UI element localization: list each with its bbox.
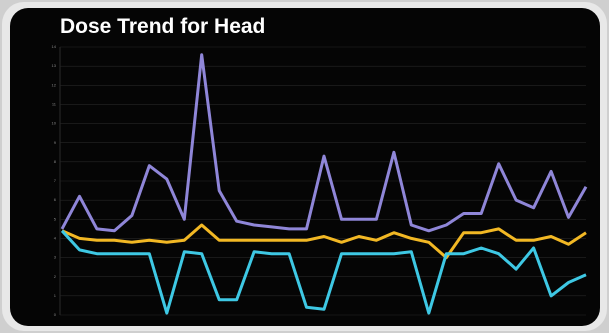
y-tick-label: 4 bbox=[54, 235, 57, 240]
y-tick-label: 3 bbox=[54, 255, 57, 260]
y-tick-label: 5 bbox=[54, 216, 57, 221]
series-line bbox=[60, 229, 587, 315]
series-line bbox=[61, 223, 587, 260]
y-tick-label: 13 bbox=[52, 63, 57, 68]
y-tick-label: 8 bbox=[54, 159, 57, 164]
panel bbox=[10, 8, 600, 326]
y-tick-label: 0 bbox=[54, 312, 57, 317]
plot bbox=[60, 53, 588, 315]
y-tick-label: 7 bbox=[54, 178, 57, 183]
y-tick-label: 10 bbox=[52, 121, 57, 126]
y-tick-label: 1 bbox=[54, 293, 57, 298]
y-tick-label: 9 bbox=[54, 140, 57, 145]
y-tick-label: 11 bbox=[52, 101, 57, 106]
y-tick-label: 6 bbox=[54, 197, 57, 202]
y-tick-label: 2 bbox=[54, 274, 57, 279]
chart-title: Dose Trend for Head bbox=[60, 15, 265, 38]
series-line bbox=[60, 53, 588, 233]
y-tick-label: 14 bbox=[52, 44, 57, 49]
y-tick-label: 12 bbox=[52, 82, 57, 87]
